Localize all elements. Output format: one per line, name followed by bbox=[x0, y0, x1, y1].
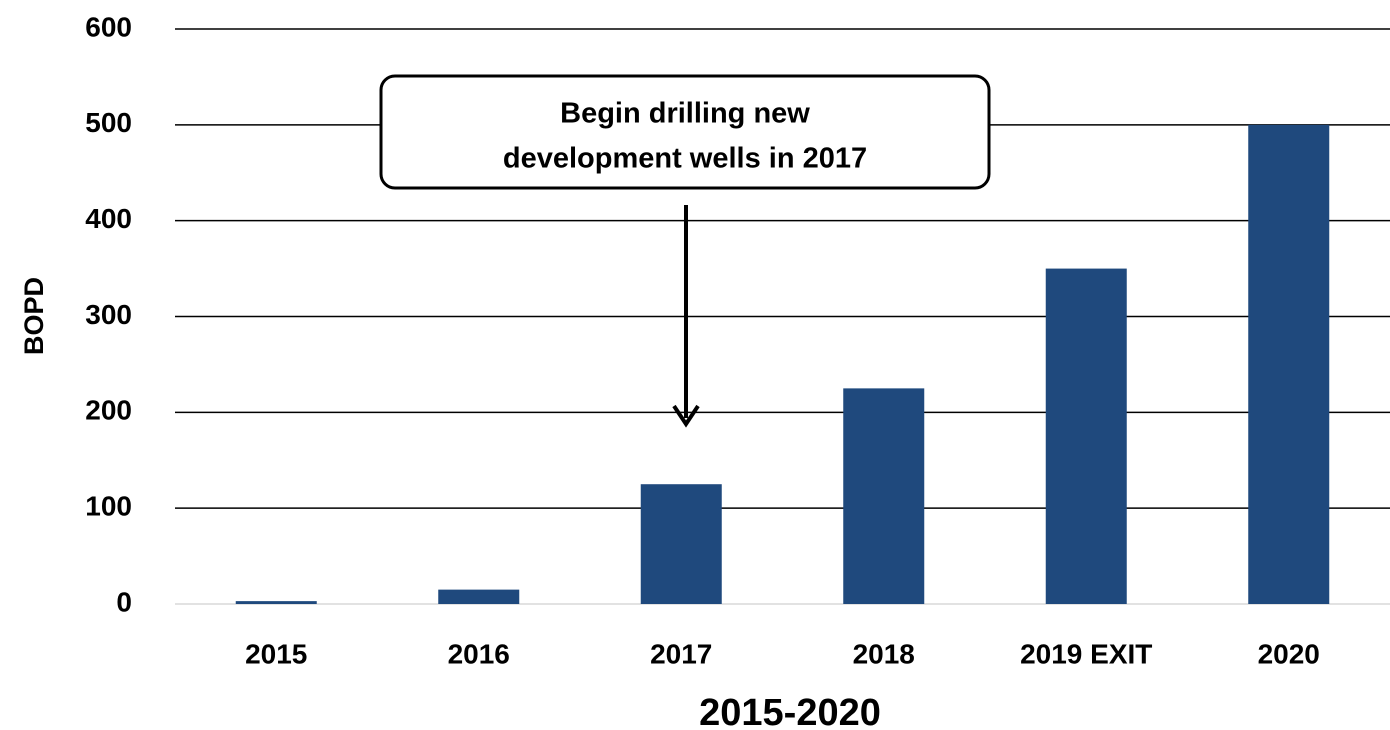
x-tick-label: 2017 bbox=[650, 638, 712, 669]
y-tick-label: 100 bbox=[85, 491, 132, 522]
y-tick-label: 300 bbox=[85, 299, 132, 330]
x-tick-label: 2015 bbox=[245, 638, 307, 669]
bar bbox=[843, 388, 925, 604]
y-tick-label: 200 bbox=[85, 395, 132, 426]
y-tick-label: 500 bbox=[85, 107, 132, 138]
x-tick-label: 2019 EXIT bbox=[1020, 638, 1152, 669]
annotation-arrowhead bbox=[672, 404, 700, 428]
bar bbox=[640, 484, 722, 604]
x-tick-label: 2016 bbox=[448, 638, 510, 669]
bar bbox=[235, 601, 317, 604]
bar bbox=[438, 589, 520, 604]
x-axis-title: 2015-2020 bbox=[699, 692, 881, 730]
bar bbox=[1045, 268, 1127, 604]
x-tick-label: 2018 bbox=[853, 638, 915, 669]
y-tick-label: 0 bbox=[116, 586, 132, 617]
y-tick-label: 600 bbox=[85, 11, 132, 42]
y-axis-title: BOPD bbox=[19, 277, 49, 355]
y-tick-label: 400 bbox=[85, 203, 132, 234]
annotation-text: Begin drilling new bbox=[560, 98, 810, 130]
annotation-box bbox=[379, 74, 991, 190]
annotation-text: development wells in 2017 bbox=[503, 143, 867, 175]
bar bbox=[1248, 124, 1330, 604]
x-tick-label: 2020 bbox=[1258, 638, 1320, 669]
